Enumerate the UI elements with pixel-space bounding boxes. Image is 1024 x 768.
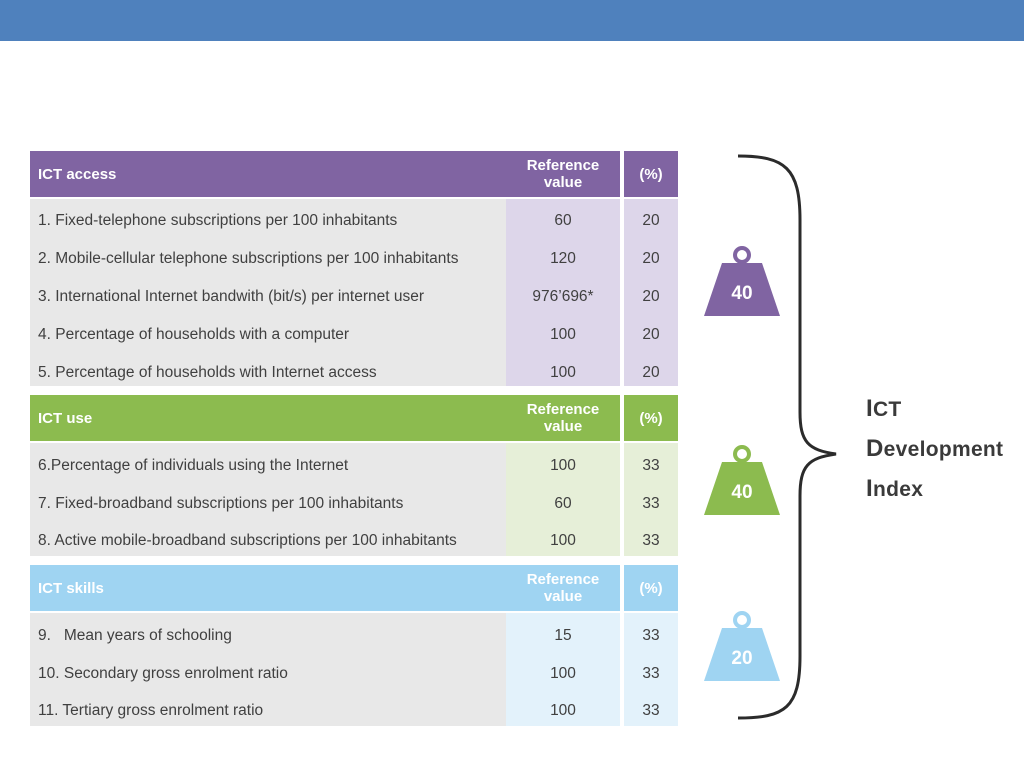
reference-value: 100 [550, 665, 576, 682]
curly-brace [737, 154, 837, 720]
weight-label: 20 [731, 648, 753, 669]
weight-percent: 33 [642, 702, 660, 719]
weight-percent: 33 [642, 532, 660, 549]
weight-percent: 33 [642, 665, 660, 682]
indicator-name: 4. Percentage of households with a compu… [38, 326, 350, 343]
ict-use-header: ICT use Reference value (%) [30, 395, 678, 441]
weight-percent: 20 [642, 288, 660, 305]
table-row: 8. Active mobile-broadband subscriptions… [30, 522, 678, 560]
indicator-name: 9. Mean years of schooling [38, 627, 232, 644]
ict-access-table: ICT access Reference value (%) 1. Fixed-… [30, 151, 678, 386]
indicator-name: 7. Fixed-broadband subscriptions per 100… [38, 495, 404, 512]
indicator-name: 6.Percentage of individuals using the In… [38, 457, 349, 474]
weight-percent: 33 [642, 627, 660, 644]
reference-value: 100 [550, 326, 576, 343]
weight-percent: 20 [642, 364, 660, 381]
weight-percent: 33 [642, 457, 660, 474]
reference-value: 100 [550, 364, 576, 381]
table-row: 2. Mobile-cellular telephone subscriptio… [30, 240, 678, 278]
ict-access-header: ICT access Reference value (%) [30, 151, 678, 197]
reference-value: 15 [554, 627, 572, 644]
table-row: 5. Percentage of households with Interne… [30, 354, 678, 392]
weight-percent: 20 [642, 250, 660, 267]
section-title: ICT access [38, 165, 117, 183]
weight-percent: 20 [642, 212, 660, 229]
table-row: 10. Secondary gross enrolment ratio 100 … [30, 655, 678, 693]
top-banner [0, 0, 1024, 41]
indicator-name: 8. Active mobile-broadband subscriptions… [38, 532, 457, 549]
table-row: 6.Percentage of individuals using the In… [30, 447, 678, 485]
table-row: 4. Percentage of households with a compu… [30, 316, 678, 354]
indicator-name: 1. Fixed-telephone subscriptions per 100… [38, 212, 398, 229]
table-row: 11. Tertiary gross enrolment ratio 100 3… [30, 692, 678, 730]
percent-header: (%) [639, 409, 663, 427]
percent-header: (%) [639, 165, 663, 183]
table-row: 3. International Internet bandwith (bit/… [30, 278, 678, 316]
weight-label: 40 [731, 283, 753, 304]
indicator-name: 5. Percentage of households with Interne… [38, 364, 377, 381]
ict-skills-header: ICT skills Reference value (%) [30, 565, 678, 611]
weight-percent: 33 [642, 495, 660, 512]
table-row: 1. Fixed-telephone subscriptions per 100… [30, 202, 678, 240]
indicator-name: 10. Secondary gross enrolment ratio [38, 665, 288, 682]
weight-percent: 20 [642, 326, 660, 343]
section-title: ICT skills [38, 579, 104, 597]
ict-skills-table: ICT skills Reference value (%) 9. Mean y… [30, 565, 678, 726]
reference-value-header: Reference value [526, 157, 600, 191]
indicator-name: 3. International Internet bandwith (bit/… [38, 288, 424, 305]
reference-value: 100 [550, 702, 576, 719]
weight-label: 40 [731, 482, 753, 503]
index-title-line3: Index [866, 475, 924, 502]
indicator-name: 11. Tertiary gross enrolment ratio [38, 702, 264, 719]
reference-value: 100 [550, 532, 576, 549]
reference-value-header: Reference value [526, 571, 600, 605]
weight-icon-access: 40 [702, 244, 782, 318]
weight-icon-skills: 20 [702, 609, 782, 683]
reference-value: 976’696* [532, 288, 594, 305]
index-title-line1: ICT [866, 395, 902, 422]
section-title: ICT use [38, 409, 93, 427]
percent-header: (%) [639, 579, 663, 597]
reference-value-header: Reference value [526, 401, 600, 435]
reference-value: 60 [554, 495, 572, 512]
reference-value: 120 [550, 250, 576, 267]
weight-icon-use: 40 [702, 443, 782, 517]
reference-value: 60 [554, 212, 572, 229]
reference-value: 100 [550, 457, 576, 474]
indicator-name: 2. Mobile-cellular telephone subscriptio… [38, 250, 459, 267]
index-title-line2: Development [866, 435, 1004, 462]
ict-use-table: ICT use Reference value (%) 6.Percentage… [30, 395, 678, 556]
table-row: 7. Fixed-broadband subscriptions per 100… [30, 485, 678, 523]
table-row: 9. Mean years of schooling 15 33 [30, 617, 678, 655]
